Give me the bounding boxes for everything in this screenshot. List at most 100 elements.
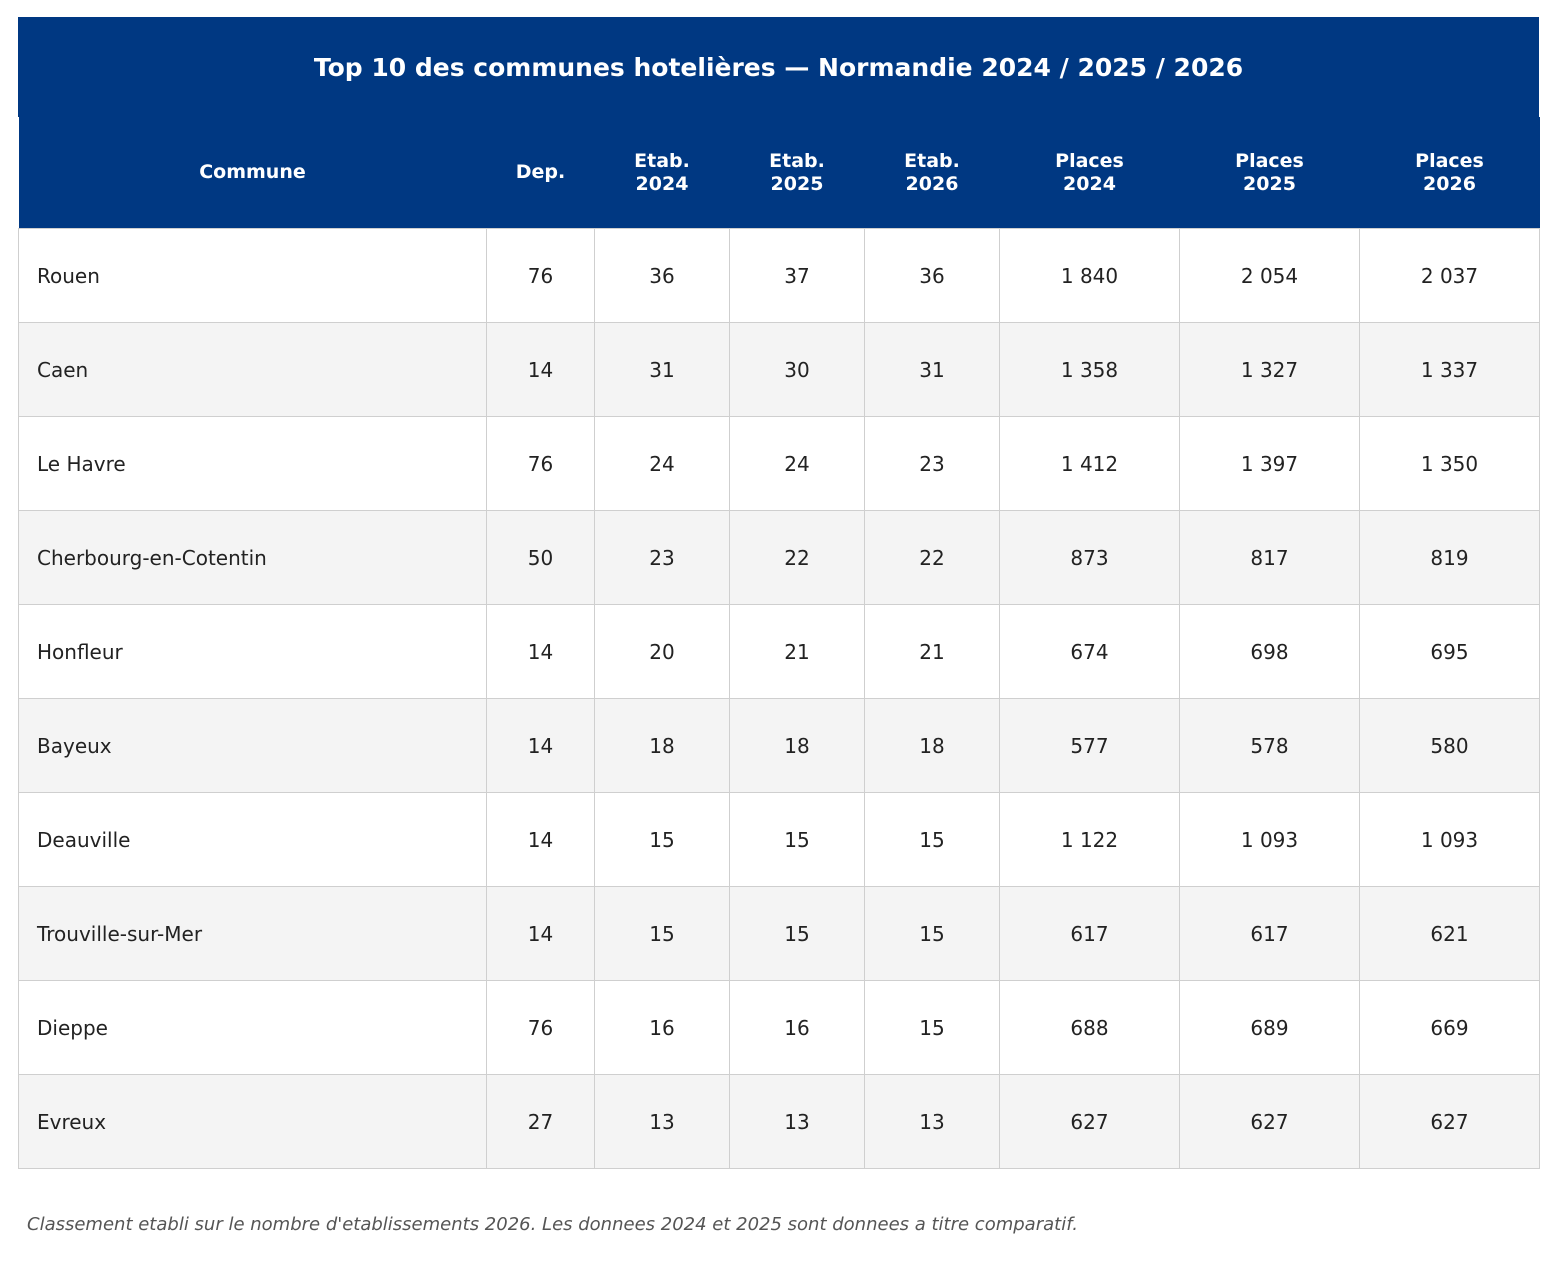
cell-dep: 76	[486, 228, 595, 323]
cell-etab-2024: 15	[594, 792, 730, 887]
cell-etab-2024: 31	[594, 322, 730, 417]
table-body: Rouen 76 36 37 36 1 840 2 054 2 037 Caen 14 31 30 31…	[18, 228, 1540, 1169]
cell-commune: Caen	[18, 322, 487, 417]
column-header-etab-2026: Etab. 2026	[864, 117, 1000, 229]
cell-etab-2026: 15	[864, 980, 1000, 1075]
column-header-line1: Commune	[199, 161, 306, 183]
cell-places-2026: 669	[1359, 980, 1540, 1075]
cell-etab-2026: 36	[864, 228, 1000, 323]
cell-etab-2026: 23	[864, 416, 1000, 511]
cell-places-2024: 1 122	[999, 792, 1180, 887]
cell-dep: 14	[486, 886, 595, 981]
column-header-etab-2024: Etab. 2024	[594, 117, 730, 229]
cell-etab-2025: 15	[729, 886, 865, 981]
cell-etab-2026: 13	[864, 1074, 1000, 1169]
cell-etab-2024: 18	[594, 698, 730, 793]
cell-etab-2025: 13	[729, 1074, 865, 1169]
cell-commune: Le Havre	[18, 416, 487, 511]
cell-etab-2026: 22	[864, 510, 1000, 605]
cell-places-2025: 627	[1179, 1074, 1360, 1169]
cell-etab-2026: 31	[864, 322, 1000, 417]
cell-dep: 14	[486, 322, 595, 417]
column-header-line2: 2025	[770, 172, 824, 195]
cell-dep: 76	[486, 416, 595, 511]
cell-places-2024: 1 412	[999, 416, 1180, 511]
column-header-places-2024: Places 2024	[999, 117, 1180, 229]
cell-etab-2024: 16	[594, 980, 730, 1075]
column-header-line1: Etab.	[634, 149, 690, 172]
cell-places-2025: 689	[1179, 980, 1360, 1075]
table-row: Rouen 76 36 37 36 1 840 2 054 2 037	[18, 228, 1540, 323]
cell-commune: Rouen	[18, 228, 487, 323]
column-header-places-2025: Places 2025	[1179, 117, 1360, 229]
cell-places-2025: 2 054	[1179, 228, 1360, 323]
cell-etab-2024: 24	[594, 416, 730, 511]
cell-etab-2026: 15	[864, 886, 1000, 981]
column-header-line2: 2026	[905, 172, 959, 195]
table-title: Top 10 des communes hotelières — Normand…	[18, 17, 1539, 117]
cell-etab-2025: 37	[729, 228, 865, 323]
column-header-etab-2025: Etab. 2025	[729, 117, 865, 229]
cell-etab-2025: 21	[729, 604, 865, 699]
cell-places-2024: 1 358	[999, 322, 1180, 417]
cell-commune: Bayeux	[18, 698, 487, 793]
cell-places-2025: 1 093	[1179, 792, 1360, 887]
cell-dep: 76	[486, 980, 595, 1075]
cell-places-2024: 577	[999, 698, 1180, 793]
header-row: Commune Dep. Etab. 2024 Etab. 2025 Etab. 2026 Pl…	[18, 117, 1540, 229]
column-header-line1: Places	[1055, 149, 1124, 172]
cell-places-2024: 674	[999, 604, 1180, 699]
column-header-line1: Dep.	[515, 161, 566, 183]
column-header-line2: 2024	[635, 172, 689, 195]
column-header-line1: Places	[1235, 149, 1304, 172]
cell-places-2024: 617	[999, 886, 1180, 981]
column-header-places-2026: Places 2026	[1359, 117, 1540, 229]
cell-places-2026: 580	[1359, 698, 1540, 793]
column-header-line2: 2025	[1243, 172, 1296, 195]
footnote: Classement etabli sur le nombre d'etabli…	[27, 1214, 1078, 1235]
cell-places-2026: 1 350	[1359, 416, 1540, 511]
cell-places-2025: 578	[1179, 698, 1360, 793]
cell-dep: 27	[486, 1074, 595, 1169]
cell-places-2026: 1 093	[1359, 792, 1540, 887]
cell-places-2026: 627	[1359, 1074, 1540, 1169]
cell-etab-2026: 21	[864, 604, 1000, 699]
cell-places-2026: 2 037	[1359, 228, 1540, 323]
cell-commune: Evreux	[18, 1074, 487, 1169]
cell-dep: 14	[486, 698, 595, 793]
cell-etab-2026: 15	[864, 792, 1000, 887]
cell-places-2025: 617	[1179, 886, 1360, 981]
cell-places-2026: 621	[1359, 886, 1540, 981]
column-header-line2: 2026	[1423, 172, 1476, 195]
cell-commune: Deauville	[18, 792, 487, 887]
table-row: Deauville 14 15 15 15 1 122 1 093 1 093	[18, 792, 1540, 887]
table-row: Evreux 27 13 13 13 627 627 627	[18, 1074, 1540, 1169]
ranking-table-container: Top 10 des communes hotelières — Normand…	[18, 17, 1540, 1169]
cell-places-2024: 688	[999, 980, 1180, 1075]
cell-dep: 14	[486, 792, 595, 887]
cell-commune: Dieppe	[18, 980, 487, 1075]
cell-etab-2024: 23	[594, 510, 730, 605]
cell-commune: Honfleur	[18, 604, 487, 699]
cell-etab-2026: 18	[864, 698, 1000, 793]
cell-etab-2024: 13	[594, 1074, 730, 1169]
table-row: Cherbourg-en-Cotentin 50 23 22 22 873 817 819	[18, 510, 1540, 605]
cell-places-2026: 695	[1359, 604, 1540, 699]
table-row: Honfleur 14 20 21 21 674 698 695	[18, 604, 1540, 699]
column-header-line2: 2024	[1063, 172, 1116, 195]
cell-commune: Trouville-sur-Mer	[18, 886, 487, 981]
cell-dep: 14	[486, 604, 595, 699]
table-row: Caen 14 31 30 31 1 358 1 327 1 337	[18, 322, 1540, 417]
cell-places-2026: 1 337	[1359, 322, 1540, 417]
ranking-table: Commune Dep. Etab. 2024 Etab. 2025 Etab. 2026 Pl…	[18, 117, 1540, 1169]
cell-places-2025: 1 397	[1179, 416, 1360, 511]
cell-places-2026: 819	[1359, 510, 1540, 605]
cell-etab-2025: 18	[729, 698, 865, 793]
table-row: Dieppe 76 16 16 15 688 689 669	[18, 980, 1540, 1075]
cell-commune: Cherbourg-en-Cotentin	[18, 510, 487, 605]
cell-dep: 50	[486, 510, 595, 605]
cell-places-2025: 1 327	[1179, 322, 1360, 417]
cell-etab-2025: 22	[729, 510, 865, 605]
table-row: Trouville-sur-Mer 14 15 15 15 617 617 621	[18, 886, 1540, 981]
cell-places-2024: 627	[999, 1074, 1180, 1169]
